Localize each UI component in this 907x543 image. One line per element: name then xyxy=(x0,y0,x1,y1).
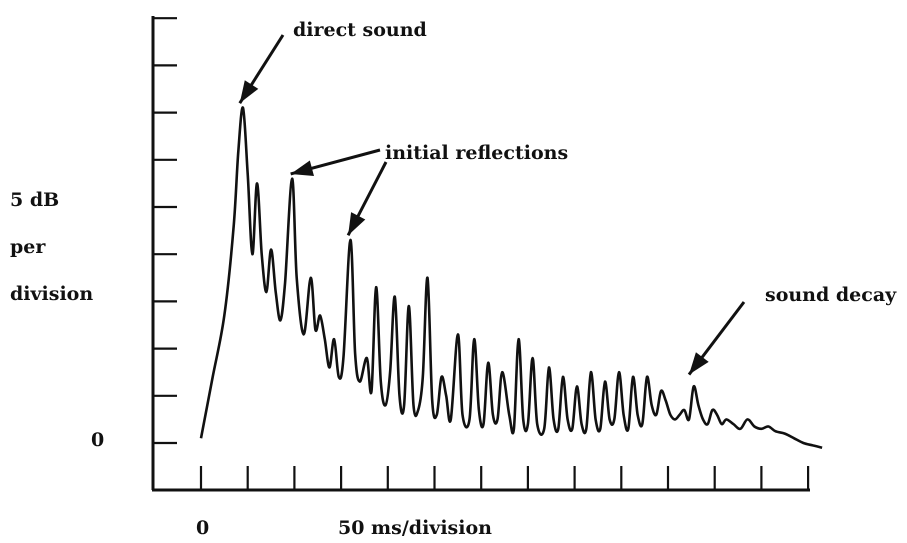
annotations: direct sound initial reflections sound dec… xyxy=(238,19,897,376)
annotation-arrowhead-3 xyxy=(689,352,709,375)
annotation-label-0: direct sound xyxy=(293,19,427,41)
annotation-label-3: sound decay xyxy=(765,284,897,306)
y-label-line-2: per xyxy=(10,236,46,258)
y-label-line-3: division xyxy=(10,283,93,305)
annotation-arrowhead-0 xyxy=(239,80,259,104)
sound-level-curve xyxy=(199,106,823,449)
y-label-line-1: 5 dB xyxy=(10,189,59,211)
x-axis-label: 50 ms/division xyxy=(338,517,492,539)
x-axis-ticks xyxy=(199,466,810,490)
y-tick-label-zero: 0 xyxy=(91,429,104,451)
y-axis-ticks xyxy=(153,17,177,492)
annotation-arrowhead-1 xyxy=(290,160,314,176)
x-tick-label-zero: 0 xyxy=(196,517,209,539)
annotation-label-1: initial reflections xyxy=(385,142,568,164)
annotation-arrowhead-2 xyxy=(348,212,366,236)
